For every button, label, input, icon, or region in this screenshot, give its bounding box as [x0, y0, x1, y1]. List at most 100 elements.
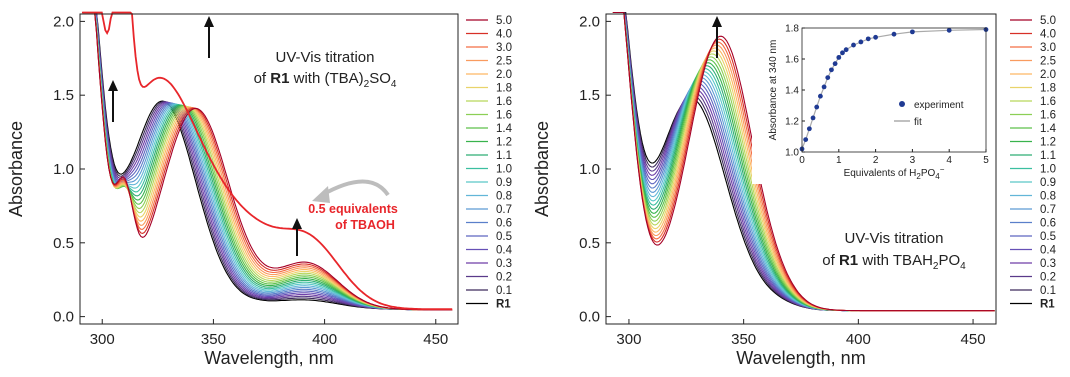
left-x-axis-label: Wavelength, nm [204, 348, 333, 368]
left-y-axis-label: Absorbance [6, 121, 26, 217]
experiment-point [946, 27, 952, 33]
experiment-point [865, 36, 871, 42]
spectrum-line [82, 11, 453, 311]
inset-legend-experiment-marker [899, 101, 905, 107]
experiment-point [910, 29, 915, 35]
legend-label: 1.1 [496, 150, 512, 162]
y-tick-label: 0.0 [579, 309, 600, 326]
inset-x-tick-label: 5 [983, 155, 989, 166]
experiment-point [851, 42, 856, 48]
spectrum-line [82, 11, 453, 311]
experiment-point [858, 39, 864, 45]
legend-label: 0.3 [1040, 258, 1056, 270]
spectrum-line [82, 11, 453, 311]
experiment-point [891, 31, 897, 37]
inset-legend-fit: fit [914, 117, 922, 128]
x-tick-label: 400 [312, 331, 337, 348]
inset-x-tick-label: 2 [873, 155, 879, 166]
spectrum-line [82, 11, 453, 311]
y-tick-label: 2.0 [579, 13, 600, 30]
inset-y-tick-label: 1.0 [785, 148, 799, 159]
experiment-point [873, 34, 878, 40]
spectrum-line [82, 11, 453, 311]
legend-label: 0.7 [496, 204, 512, 216]
y-tick-label: 1.5 [53, 87, 74, 104]
legend-label: 0.1 [496, 285, 512, 297]
legend-label: R1 [1040, 299, 1055, 311]
legend-label: 2.5 [1040, 56, 1056, 68]
inset-background [752, 16, 992, 184]
spectrum-line [82, 11, 453, 311]
x-tick-label: 350 [201, 331, 226, 348]
spectrum-line [82, 11, 453, 311]
spectrum-line [82, 11, 453, 311]
legend-label: 0.8 [1040, 191, 1056, 203]
tbaoh-spectrum-line [82, 11, 453, 311]
legend-label: 2.5 [496, 56, 512, 68]
legend-label: 2.0 [496, 69, 512, 81]
inset-y-tick-label: 1.6 [785, 55, 799, 66]
inset-y-tick-label: 1.2 [785, 117, 799, 128]
legend-label: 0.6 [496, 218, 512, 230]
spectrum-line [82, 11, 453, 311]
spectrum-line [82, 11, 453, 311]
inset-x-tick-label: 3 [910, 155, 916, 166]
legend-label: 0.2 [496, 272, 512, 284]
legend-label: 0.7 [1040, 204, 1056, 216]
y-tick-label: 0.5 [53, 235, 74, 252]
legend-label: 0.3 [496, 258, 512, 270]
experiment-point [840, 50, 845, 56]
spectrum-line [82, 11, 453, 311]
legend-label: 0.5 [496, 231, 512, 243]
experiment-point [825, 75, 831, 80]
left-panel: 300 350 400 450 0.0 0.5 1.0 1.5 2.0 Wavelength, … [6, 11, 513, 368]
legend-label: 1.6 [1040, 96, 1056, 108]
spectrum-line [82, 11, 453, 311]
experiment-point [832, 61, 838, 67]
x-tick-label: 300 [616, 331, 641, 348]
inset-points [799, 27, 989, 152]
grey-arrow-head-icon [312, 186, 330, 203]
spectrum-line [82, 11, 453, 311]
inset-x-axis-label: Equivalents of H2PO4− [844, 165, 945, 181]
x-tick-label: 350 [731, 331, 756, 348]
spectrum-line [82, 11, 453, 311]
legend-label: 1.6 [496, 110, 512, 122]
inset-legend-experiment: experiment [914, 100, 964, 111]
legend-label: 1.4 [1040, 123, 1057, 135]
inset-chart: 0 1 2 3 4 5 1.0 1.2 1.4 1.6 1.8 Equivalents of H2P… [752, 16, 992, 184]
up-arrow-icon [292, 218, 302, 229]
y-tick-label: 2.0 [53, 13, 74, 30]
left-curves [82, 11, 453, 311]
spectrum-line [612, 11, 995, 312]
legend-label: 5.0 [496, 15, 512, 27]
spectrum-line [82, 11, 453, 311]
inset-y-tick-label: 1.8 [785, 24, 799, 35]
right-axis-ticks: 300 350 400 450 0.0 0.5 1.0 1.5 2.0 [579, 13, 985, 348]
x-tick-label: 300 [90, 331, 115, 348]
legend-label: 1.0 [1040, 164, 1056, 176]
spectrum-line [82, 11, 453, 311]
inset-axis-ticks: 0 1 2 3 4 5 1.0 1.2 1.4 1.6 1.8 [785, 24, 989, 167]
experiment-point [806, 126, 812, 132]
legend-label: R1 [496, 299, 511, 311]
spectrum-line [82, 11, 453, 311]
legend-label: 0.6 [1040, 218, 1056, 230]
legend-label: 1.6 [1040, 110, 1056, 122]
inset-x-tick-label: 1 [836, 155, 842, 166]
y-tick-label: 0.0 [53, 309, 74, 326]
experiment-point [818, 93, 823, 99]
legend-label: 1.1 [1040, 150, 1056, 162]
experiment-point [836, 55, 842, 60]
legend-label: 4.0 [496, 29, 512, 41]
right-up-arrows [712, 16, 722, 58]
inset-x-tick-label: 4 [946, 155, 952, 166]
y-tick-label: 1.0 [53, 161, 74, 178]
right-annotation-line1: UV-Vis titration [845, 230, 944, 247]
legend-label: 0.1 [1040, 285, 1056, 297]
legend-label: 1.2 [1040, 137, 1056, 149]
experiment-point [843, 47, 849, 53]
legend-label: 4.0 [1040, 29, 1056, 41]
spectrum-line [82, 11, 453, 311]
